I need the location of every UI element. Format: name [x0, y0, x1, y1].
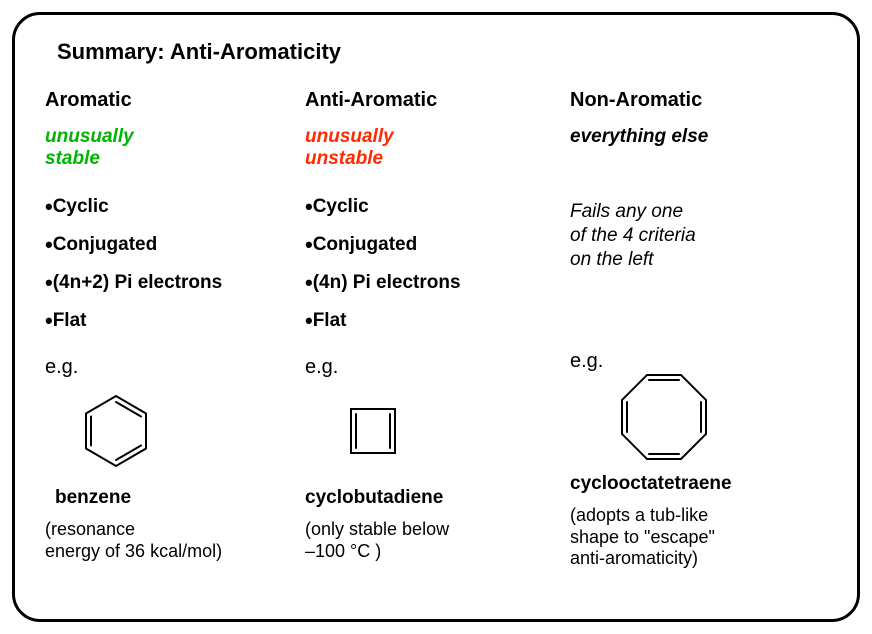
- note-l1: (only stable below: [305, 519, 449, 539]
- column-anti-aromatic: Anti-Aromatic unusually unstable •Cyclic…: [305, 89, 570, 570]
- note-l2: shape to "escape": [570, 527, 715, 547]
- molecule-note-aromatic: (resonance energy of 36 kcal/mol): [45, 519, 305, 562]
- columns-container: Aromatic unusually stable •Cyclic •Conju…: [45, 89, 827, 570]
- criteria-item: •Flat: [305, 310, 570, 332]
- molecule-area-anti-aromatic: [305, 381, 570, 481]
- column-non-aromatic: Non-Aromatic everything else Fails any o…: [570, 89, 820, 570]
- criteria-note-non-aromatic: Fails any one of the 4 criteria on the l…: [570, 196, 820, 356]
- page-title: Summary: Anti-Aromaticity: [57, 39, 827, 65]
- criteria-item: •Conjugated: [305, 234, 570, 256]
- stability-non-l1: everything else: [570, 126, 708, 147]
- criteria-text: Conjugated: [53, 234, 158, 255]
- cyclooctatetraene-icon: [612, 365, 716, 469]
- stability-aromatic: unusually stable: [45, 126, 305, 170]
- criteria-text: Cyclic: [53, 196, 109, 217]
- note-l2: energy of 36 kcal/mol): [45, 541, 222, 561]
- heading-non-aromatic: Non-Aromatic: [570, 89, 820, 112]
- molecule-name-aromatic: benzene: [55, 487, 305, 509]
- criteria-item: •(4n+2) Pi electrons: [45, 272, 305, 294]
- criteria-item: •(4n) Pi electrons: [305, 272, 570, 294]
- note-l1: (adopts a tub-like: [570, 505, 708, 525]
- molecule-area-non-aromatic: [570, 367, 820, 467]
- molecule-area-aromatic: [45, 381, 305, 481]
- criteria-text: Conjugated: [313, 234, 418, 255]
- note-l3: on the left: [570, 249, 653, 270]
- eg-label-anti-aromatic: e.g.: [305, 356, 570, 379]
- stability-aromatic-l2: stable: [45, 148, 100, 169]
- note-l1: (resonance: [45, 519, 135, 539]
- criteria-text: Cyclic: [313, 196, 369, 217]
- summary-frame: Summary: Anti-Aromaticity Aromatic unusu…: [12, 12, 860, 622]
- note-l2: –100 °C ): [305, 541, 381, 561]
- stability-anti-l2: unstable: [305, 148, 383, 169]
- note-l3: anti-aromaticity): [570, 548, 698, 568]
- criteria-text: (4n) Pi electrons: [313, 272, 461, 293]
- note-l1: Fails any one: [570, 201, 683, 222]
- column-aromatic: Aromatic unusually stable •Cyclic •Conju…: [45, 89, 305, 570]
- note-l2: of the 4 criteria: [570, 225, 696, 246]
- criteria-anti-aromatic: •Cyclic •Conjugated •(4n) Pi electrons •…: [305, 196, 570, 356]
- benzene-icon: [73, 388, 159, 474]
- criteria-text: (4n+2) Pi electrons: [53, 272, 222, 293]
- criteria-item: •Flat: [45, 310, 305, 332]
- stability-anti-aromatic: unusually unstable: [305, 126, 570, 170]
- molecule-note-anti-aromatic: (only stable below –100 °C ): [305, 519, 570, 562]
- criteria-text: Flat: [53, 310, 87, 331]
- molecule-name-non-aromatic: cyclooctatetraene: [570, 473, 820, 495]
- criteria-item: •Cyclic: [305, 196, 570, 218]
- criteria-item: •Conjugated: [45, 234, 305, 256]
- heading-anti-aromatic: Anti-Aromatic: [305, 89, 570, 112]
- eg-label-aromatic: e.g.: [45, 356, 305, 379]
- heading-aromatic: Aromatic: [45, 89, 305, 112]
- stability-anti-l1: unusually: [305, 126, 394, 147]
- molecule-note-non-aromatic: (adopts a tub-like shape to "escape" ant…: [570, 505, 820, 570]
- cyclobutadiene-icon: [341, 399, 405, 463]
- criteria-item: •Cyclic: [45, 196, 305, 218]
- criteria-aromatic: •Cyclic •Conjugated •(4n+2) Pi electrons…: [45, 196, 305, 356]
- stability-non-aromatic: everything else: [570, 126, 820, 170]
- criteria-text: Flat: [313, 310, 347, 331]
- molecule-name-anti-aromatic: cyclobutadiene: [305, 487, 570, 509]
- stability-aromatic-l1: unusually: [45, 126, 134, 147]
